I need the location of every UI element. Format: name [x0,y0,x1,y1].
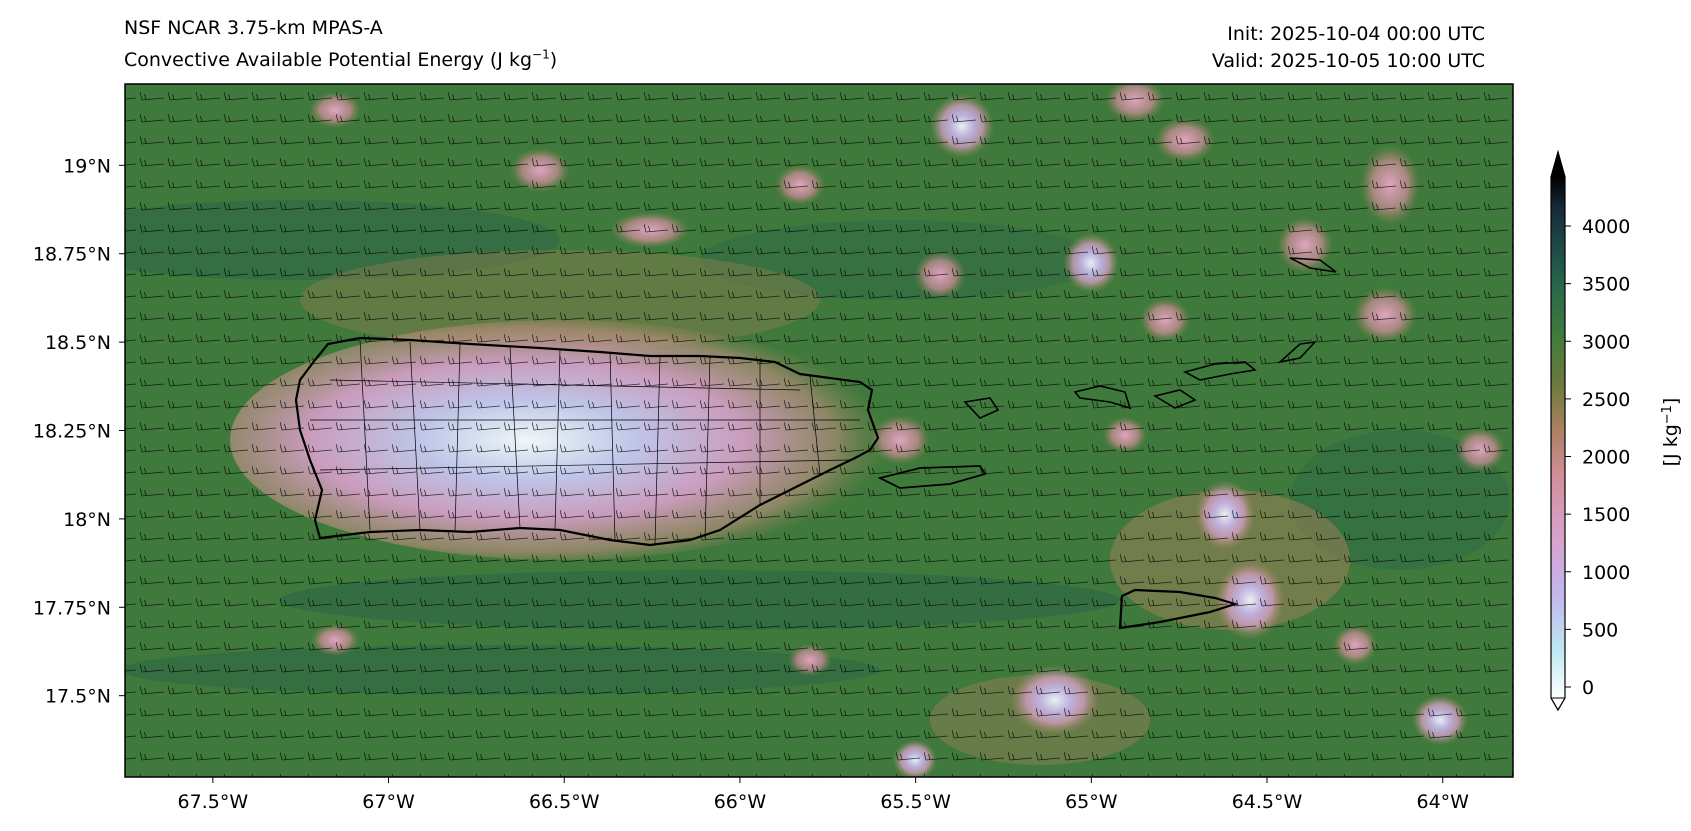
field-title-close: ) [549,49,558,71]
lat-tick-label: 18.5°N [45,332,111,354]
valid-time: Valid: 2025-10-05 10:00 UTC [1211,50,1485,72]
field-title-exponent: −1 [532,47,550,62]
st-thomas-coastline [1073,385,1132,410]
lon-tick-label: 66°W [714,791,767,813]
colorbar: 4000 3500 3000 2500 2000 1500 1000 500 0 [J kg−1… [1550,149,1682,712]
municipal-borders [310,339,860,546]
field-title: Convective Available Potential Energy (J… [124,49,557,71]
colorbar-tick-label: 1000 [1582,562,1630,584]
lon-tick-label: 67°W [362,791,415,813]
lon-tick-label: 67.5°W [178,791,249,813]
colorbar-tick-label: 0 [1582,677,1594,699]
colorbar-tick-label: 2000 [1582,447,1630,469]
virgin-gorda-coastline [1277,340,1318,364]
st-john-coastline [1152,389,1197,409]
lat-tick-label: 17.75°N [33,597,111,619]
anegada-coastline [1289,257,1337,273]
lon-tick-label: 64.5°W [1232,791,1303,813]
lat-tick-label: 17.5°N [45,686,111,708]
st-croix-coastline [1118,588,1239,630]
lat-tick-label: 18.75°N [33,244,111,266]
field-title-text: Convective Available Potential Energy (J… [124,49,533,71]
lat-tick-label: 19°N [63,155,111,177]
tortola-coastline [1182,361,1257,381]
longitude-axis: 67.5°W 67°W 66.5°W 66°W 65.5°W 65°W 64.5°W 64°W [178,777,1469,813]
init-time: Init: 2025-10-04 00:00 UTC [1227,23,1485,45]
colorbar-label: [J kg−1] [1660,398,1682,467]
lat-tick-label: 18.25°N [33,421,111,443]
model-title: NSF NCAR 3.75-km MPAS-A [124,17,383,39]
colorbar-tick-label: 500 [1582,619,1618,641]
lon-tick-label: 66.5°W [529,791,600,813]
colorbar-extend-min [1550,697,1566,711]
colorbar-extend-max [1550,150,1566,178]
colorbar-ticks: 4000 3500 3000 2500 2000 1500 1000 500 0 [1565,216,1630,699]
wind-barbs [125,84,1513,777]
culebra-coastline [963,397,1000,419]
lat-tick-label: 18°N [63,509,111,531]
colorbar-tick-label: 1500 [1582,504,1630,526]
colorbar-gradient [1551,177,1565,698]
colorbar-tick-label: 3000 [1582,331,1630,353]
lon-tick-label: 64°W [1416,791,1469,813]
colorbar-tick-label: 3500 [1582,274,1630,296]
colorbar-tick-label: 2500 [1582,389,1630,411]
cape-field [125,84,1513,777]
puerto-rico-coastline [294,336,880,547]
lon-tick-label: 65.5°W [880,791,951,813]
vieques-coastline [877,465,987,489]
colorbar-tick-label: 4000 [1582,216,1630,238]
latitude-axis: 19°N 18.75°N 18.5°N 18.25°N 18°N 17.75°N 17.5°… [33,155,125,708]
lon-tick-label: 65°W [1065,791,1118,813]
